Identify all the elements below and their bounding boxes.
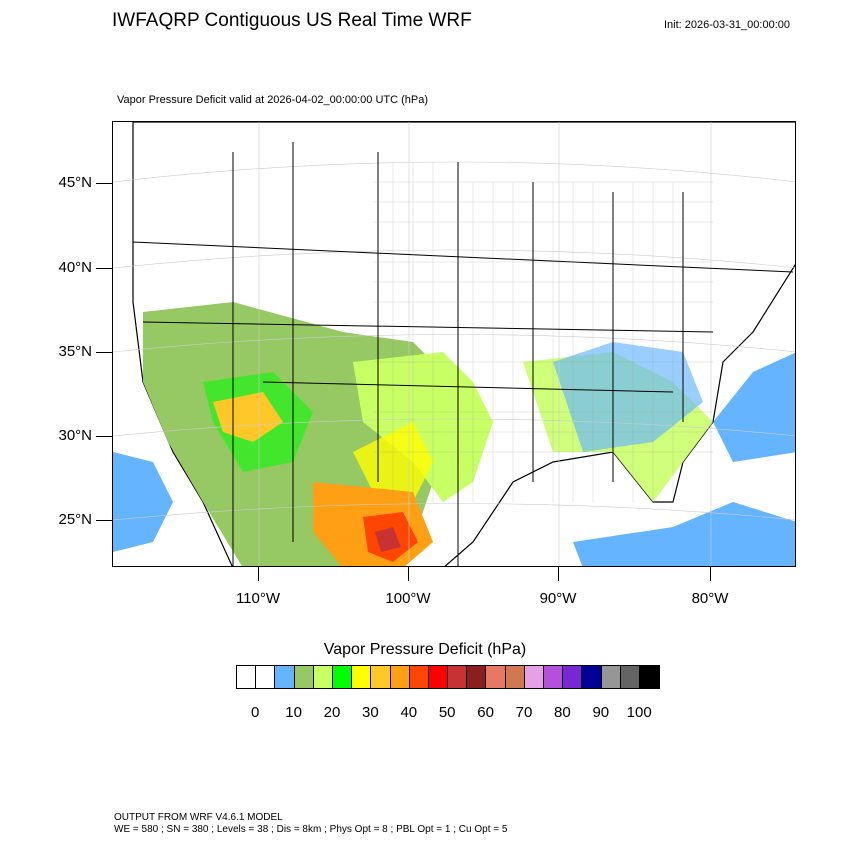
- lat-label-35: 35°N: [58, 343, 92, 360]
- lon-label-100: 100°W: [385, 590, 431, 607]
- colorbar-swatch: [390, 666, 410, 688]
- colorbar-label: 40: [400, 704, 418, 721]
- colorbar-title: Vapor Pressure Deficit (hPa): [323, 641, 527, 658]
- colorbar-swatch: [582, 666, 602, 688]
- init-time-label: Init: 2026-03-31_00:00:00: [664, 19, 790, 31]
- colorbar-label: 20: [323, 704, 341, 721]
- colorbar-swatch: [601, 666, 621, 688]
- colorbar: [236, 665, 661, 689]
- map-subtitle: Vapor Pressure Deficit valid at 2026-04-…: [117, 94, 429, 106]
- colorbar-swatch: [409, 666, 429, 688]
- colorbar-swatch: [563, 666, 583, 688]
- lon-tick: [408, 567, 410, 581]
- colorbar-swatch: [237, 666, 257, 688]
- gulf-vpd-patch: [573, 502, 795, 566]
- lat-tick: [96, 436, 112, 438]
- lon-label-90: 90°W: [539, 590, 577, 607]
- colorbar-label: 60: [477, 704, 494, 721]
- mexico-deep-red-spot: [375, 527, 401, 552]
- colorbar-label: 80: [554, 704, 571, 721]
- colorbar-swatch: [639, 666, 660, 688]
- lon-tick: [710, 567, 712, 581]
- map-panel: [112, 121, 796, 567]
- colorbar-swatch: [620, 666, 640, 688]
- colorbar-label: 10: [285, 704, 302, 721]
- model-footer-line1: OUTPUT FROM WRF V4.6.1 MODEL: [114, 812, 283, 823]
- lat-label-30: 30°N: [58, 427, 92, 444]
- southeast-blue-region: [553, 342, 703, 452]
- lat-label-25: 25°N: [58, 511, 92, 528]
- colorbar-swatch: [467, 666, 487, 688]
- lon-label-110: 110°W: [235, 590, 281, 607]
- lon-tick: [258, 567, 260, 581]
- colorbar-swatch: [428, 666, 449, 688]
- colorbar-label: 100: [626, 704, 652, 721]
- lat-tick: [96, 352, 112, 354]
- graticule-lines: [113, 122, 795, 566]
- lon-tick: [558, 567, 560, 581]
- lat-tick: [96, 520, 112, 522]
- colorbar-swatch: [313, 666, 333, 688]
- colorbar-swatch: [505, 666, 525, 688]
- colorbar-swatch: [294, 666, 314, 688]
- lat-tick: [96, 183, 112, 185]
- county-lines: [373, 162, 713, 502]
- main-title: IWFAQRP Contiguous US Real Time WRF: [112, 10, 472, 31]
- colorbar-label: 90: [592, 704, 610, 721]
- lat-label-45: 45°N: [58, 174, 92, 191]
- state-boundaries: [132, 142, 794, 566]
- model-footer-line2: WE = 580 ; SN = 380 ; Levels = 38 ; Dis …: [114, 824, 508, 835]
- colorbar-swatch: [524, 666, 544, 688]
- vpd-map: [113, 122, 795, 566]
- atlantic-vpd-patch: [713, 352, 795, 462]
- colorbar-label: 70: [515, 704, 533, 721]
- colorbar-swatch: [371, 666, 391, 688]
- colorbar-swatch: [544, 666, 564, 688]
- lat-tick: [96, 268, 112, 270]
- colorbar-label: 0: [251, 704, 260, 721]
- colorbar-label: 50: [438, 704, 456, 721]
- lat-label-40: 40°N: [58, 259, 92, 276]
- colorbar-swatch: [275, 666, 295, 688]
- colorbar-label: 30: [362, 704, 379, 721]
- colorbar-swatch: [448, 666, 468, 688]
- arizona-yellow-region: [213, 392, 283, 442]
- colorbar-swatch: [352, 666, 372, 688]
- colorbar-swatch: [332, 666, 353, 688]
- colorbar-swatch: [256, 666, 276, 688]
- lon-label-80: 80°W: [691, 590, 729, 607]
- colorbar-swatch: [486, 666, 506, 688]
- pacific-vpd-patch: [113, 452, 173, 552]
